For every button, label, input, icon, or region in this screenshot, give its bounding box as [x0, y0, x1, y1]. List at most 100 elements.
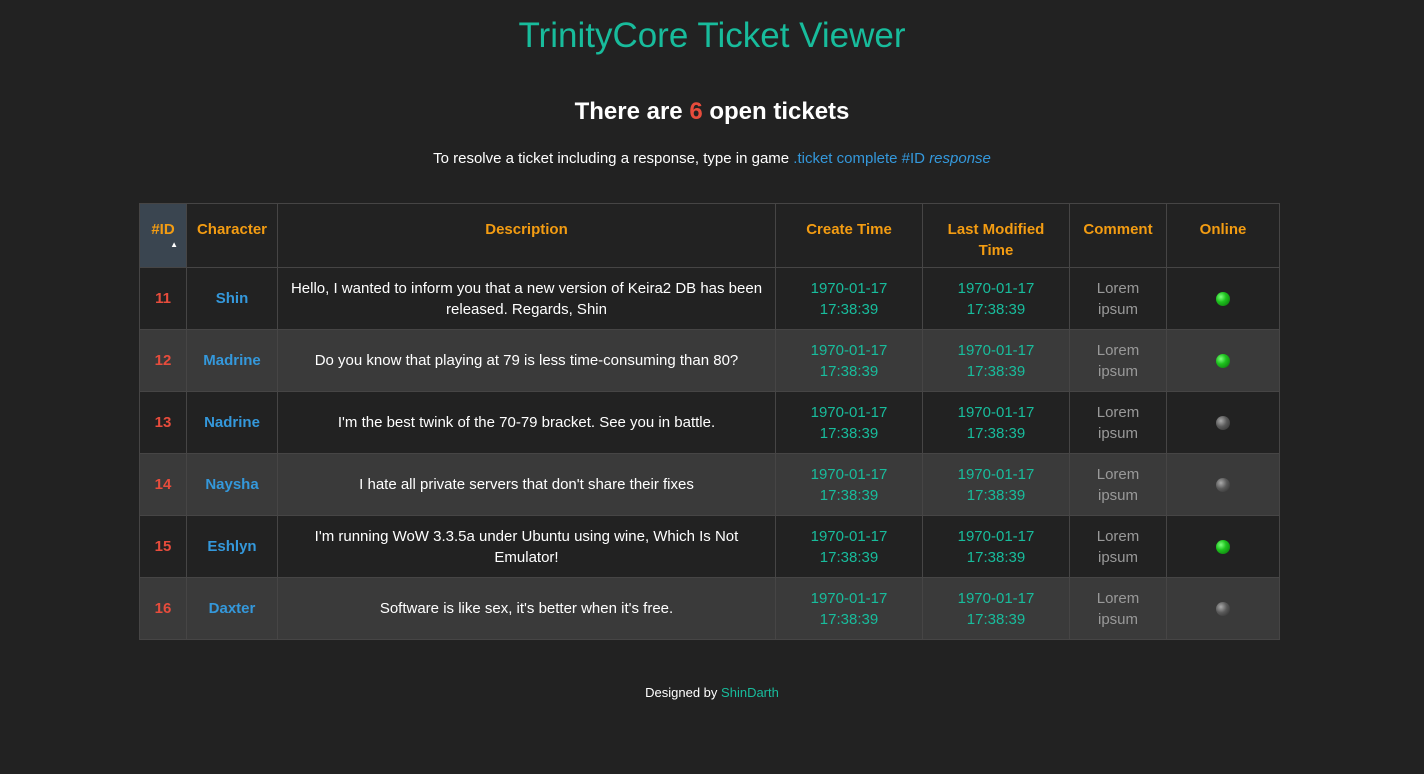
modified-clock: 17:38:39: [966, 486, 1026, 504]
ticket-online: [1166, 391, 1280, 454]
open-tickets-heading: There are 6 open tickets: [0, 96, 1424, 128]
ticket-comment: Lorem ipsum: [1069, 329, 1167, 392]
ticket-last-modified: 1970-01-17 17:38:39: [922, 515, 1070, 578]
ticket-last-modified: 1970-01-17 17:38:39: [922, 391, 1070, 454]
ticket-description: Hello, I wanted to inform you that a new…: [277, 267, 776, 330]
ticket-id: 13: [139, 391, 187, 454]
ticket-description: I hate all private servers that don't sh…: [277, 453, 776, 516]
modified-date: 1970-01-17: [957, 403, 1035, 421]
footer: Designed by ShinDarth: [0, 684, 1424, 702]
create-date: 1970-01-17: [810, 403, 888, 421]
column-header-character[interactable]: Character: [186, 203, 278, 268]
ticket-comment: Lorem ipsum: [1069, 391, 1167, 454]
count-prefix: There are: [574, 98, 683, 125]
ticket-online: [1166, 515, 1280, 578]
ticket-create-time: 1970-01-17 17:38:39: [775, 577, 923, 640]
create-clock: 17:38:39: [819, 424, 879, 442]
instructions-text: To resolve a ticket including a response…: [433, 150, 790, 167]
footer-prefix: Designed by: [645, 685, 718, 700]
modified-date: 1970-01-17: [957, 527, 1035, 545]
create-date: 1970-01-17: [810, 527, 888, 545]
author-link[interactable]: ShinDarth: [721, 685, 779, 700]
modified-date: 1970-01-17: [957, 589, 1035, 607]
modified-date: 1970-01-17: [957, 465, 1035, 483]
ticket-online: [1166, 577, 1280, 640]
green-status-dot-icon: [1216, 354, 1230, 369]
column-header-comment[interactable]: Comment: [1069, 203, 1167, 268]
tickets-table: #ID ▲ Character Description Create Time …: [139, 203, 1280, 640]
ticket-id: 14: [139, 453, 187, 516]
ticket-character[interactable]: Daxter: [186, 577, 278, 640]
ticket-create-time: 1970-01-17 17:38:39: [775, 515, 923, 578]
table-header-row: #ID ▲ Character Description Create Time …: [139, 203, 1280, 268]
ticket-description: Do you know that playing at 79 is less t…: [277, 329, 776, 392]
ticket-last-modified: 1970-01-17 17:38:39: [922, 267, 1070, 330]
ticket-last-modified: 1970-01-17 17:38:39: [922, 329, 1070, 392]
ticket-character[interactable]: Naysha: [186, 453, 278, 516]
ticket-description: I'm running WoW 3.3.5a under Ubuntu usin…: [277, 515, 776, 578]
ticket-character[interactable]: Shin: [186, 267, 278, 330]
ticket-character[interactable]: Nadrine: [186, 391, 278, 454]
create-clock: 17:38:39: [819, 486, 879, 504]
ticket-online: [1166, 267, 1280, 330]
ticket-comment: Lorem ipsum: [1069, 515, 1167, 578]
create-date: 1970-01-17: [810, 589, 888, 607]
ticket-comment: Lorem ipsum: [1069, 453, 1167, 516]
column-header-last-modified[interactable]: Last Modified Time: [922, 203, 1070, 268]
ticket-comment: Lorem ipsum: [1069, 577, 1167, 640]
ticket-online: [1166, 329, 1280, 392]
ticket-comment: Lorem ipsum: [1069, 267, 1167, 330]
ticket-create-time: 1970-01-17 17:38:39: [775, 453, 923, 516]
table-row[interactable]: 15 Eshlyn I'm running WoW 3.3.5a under Ubu…: [139, 515, 1280, 578]
table-row[interactable]: 11 Shin Hello, I wanted to inform you that…: [139, 267, 1280, 330]
ticket-id: 11: [139, 267, 187, 330]
table-row[interactable]: 12 Madrine Do you know that playing at 79 …: [139, 329, 1280, 392]
create-date: 1970-01-17: [810, 341, 888, 359]
page-title: TrinityCore Ticket Viewer: [518, 16, 906, 55]
create-clock: 17:38:39: [819, 548, 879, 566]
column-header-id[interactable]: #ID ▲: [139, 203, 187, 268]
table-row[interactable]: 16 Daxter Software is like sex, it's bette…: [139, 577, 1280, 640]
create-clock: 17:38:39: [819, 610, 879, 628]
sort-ascending-icon: ▲: [170, 240, 178, 249]
ticket-last-modified: 1970-01-17 17:38:39: [922, 453, 1070, 516]
ticket-last-modified: 1970-01-17 17:38:39: [922, 577, 1070, 640]
column-header-create-time[interactable]: Create Time: [775, 203, 923, 268]
grey-status-dot-icon: [1216, 416, 1230, 431]
ticket-character[interactable]: Madrine: [186, 329, 278, 392]
grey-status-dot-icon: [1216, 602, 1230, 617]
modified-date: 1970-01-17: [957, 279, 1035, 297]
table-row[interactable]: 13 Nadrine I'm the best twink of the 70-79…: [139, 391, 1280, 454]
green-status-dot-icon: [1216, 540, 1230, 555]
tickets-body: 11 Shin Hello, I wanted to inform you that…: [139, 267, 1280, 640]
create-date: 1970-01-17: [810, 465, 888, 483]
ticket-character[interactable]: Eshlyn: [186, 515, 278, 578]
ticket-id: 15: [139, 515, 187, 578]
modified-date: 1970-01-17: [957, 341, 1035, 359]
create-date: 1970-01-17: [810, 279, 888, 297]
ticket-id: 16: [139, 577, 187, 640]
table-row[interactable]: 14 Naysha I hate all private servers that …: [139, 453, 1280, 516]
ticket-online: [1166, 453, 1280, 516]
modified-clock: 17:38:39: [966, 424, 1026, 442]
modified-clock: 17:38:39: [966, 362, 1026, 380]
column-header-online[interactable]: Online: [1166, 203, 1280, 268]
ticket-description: I'm the best twink of the 70-79 bracket.…: [277, 391, 776, 454]
green-status-dot-icon: [1216, 292, 1230, 307]
ticket-create-time: 1970-01-17 17:38:39: [775, 391, 923, 454]
ticket-id: 12: [139, 329, 187, 392]
modified-clock: 17:38:39: [966, 300, 1026, 318]
column-header-id-label: #ID: [151, 221, 175, 238]
resolve-instructions: To resolve a ticket including a response…: [0, 149, 1424, 169]
ticket-create-time: 1970-01-17 17:38:39: [775, 267, 923, 330]
open-ticket-count: 6: [689, 98, 703, 125]
command-argument: response: [929, 150, 991, 167]
command-text: .ticket complete #ID: [793, 150, 926, 167]
modified-clock: 17:38:39: [966, 610, 1026, 628]
grey-status-dot-icon: [1216, 478, 1230, 493]
create-clock: 17:38:39: [819, 362, 879, 380]
ticket-description: Software is like sex, it's better when i…: [277, 577, 776, 640]
create-clock: 17:38:39: [819, 300, 879, 318]
column-header-description[interactable]: Description: [277, 203, 776, 268]
